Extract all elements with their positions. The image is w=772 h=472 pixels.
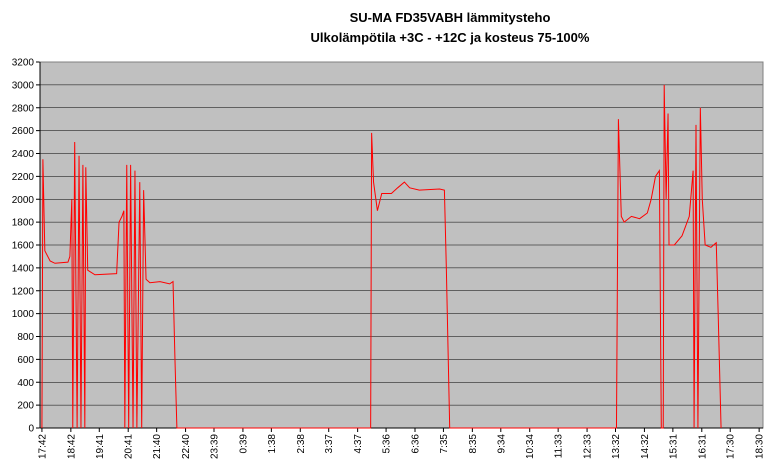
y-tick-label: 2200: [12, 172, 35, 183]
x-tick-label: 16:31: [697, 434, 708, 459]
x-tick-label: 17:30: [726, 434, 737, 459]
x-tick-label: 15:31: [668, 434, 679, 459]
data-line: [41, 84, 722, 429]
y-tick-label: 1200: [12, 286, 35, 297]
y-tick-label: 800: [17, 332, 34, 343]
x-tick-label: 12:33: [583, 434, 594, 459]
y-tick-label: 0: [28, 424, 34, 435]
y-tick-label: 2600: [12, 126, 35, 137]
y-tick-label: 1800: [12, 218, 35, 229]
x-tick-label: 10:34: [525, 434, 536, 459]
x-tick-label: 4:37: [353, 434, 364, 454]
chart-title: SU-MA FD35VABH lämmitysteho: [350, 10, 551, 25]
chart-subtitle: Ulkolämpötila +3C - +12C ja kosteus 75-1…: [311, 30, 590, 45]
x-tick-label: 7:35: [439, 434, 450, 454]
y-tick-label: 2400: [12, 149, 35, 160]
x-tick-label: 23:39: [210, 434, 221, 459]
x-tick-label: 22:40: [181, 434, 192, 459]
y-tick-label: 1400: [12, 263, 35, 274]
y-tick-label: 2800: [12, 103, 35, 114]
x-tick-label: 11:33: [554, 434, 565, 459]
x-tick-label: 17:42: [37, 434, 48, 459]
y-tick-label: 400: [17, 378, 34, 389]
y-tick-label: 3200: [12, 58, 35, 69]
y-tick-label: 2000: [12, 195, 35, 206]
x-tick-label: 8:35: [468, 434, 479, 454]
x-tick-label: 21:40: [152, 434, 163, 459]
x-tick-label: 9:34: [496, 434, 507, 454]
x-tick-label: 6:36: [410, 434, 421, 454]
y-tick-label: 1000: [12, 309, 35, 320]
y-tick-label: 1600: [12, 241, 35, 252]
x-tick-label: 20:41: [124, 434, 135, 459]
y-tick-label: 200: [17, 401, 34, 412]
y-tick-label: 3000: [12, 80, 35, 91]
x-tick-label: 5:36: [382, 434, 393, 454]
x-tick-label: 14:32: [640, 434, 651, 459]
x-tick-label: 18:30: [755, 434, 766, 459]
x-tick-label: 13:32: [611, 434, 622, 459]
x-tick-label: 18:42: [66, 434, 77, 459]
x-tick-label: 1:38: [267, 434, 278, 454]
x-tick-label: 19:41: [95, 434, 106, 459]
x-tick-label: 3:37: [324, 434, 335, 454]
x-tick-label: 0:39: [238, 434, 249, 454]
x-tick-label: 2:38: [296, 434, 307, 454]
y-tick-label: 600: [17, 355, 34, 366]
